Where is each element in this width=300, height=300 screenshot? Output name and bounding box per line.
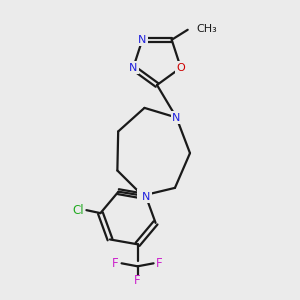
Text: Cl: Cl bbox=[73, 204, 84, 217]
Text: N: N bbox=[138, 35, 146, 45]
Text: N: N bbox=[129, 63, 137, 73]
Text: F: F bbox=[112, 257, 119, 270]
Text: N: N bbox=[172, 112, 181, 122]
Text: O: O bbox=[176, 63, 185, 73]
Text: N: N bbox=[142, 192, 150, 202]
Text: F: F bbox=[134, 274, 141, 287]
Text: N: N bbox=[138, 190, 147, 201]
Text: CH₃: CH₃ bbox=[197, 24, 218, 34]
Text: F: F bbox=[156, 257, 163, 270]
